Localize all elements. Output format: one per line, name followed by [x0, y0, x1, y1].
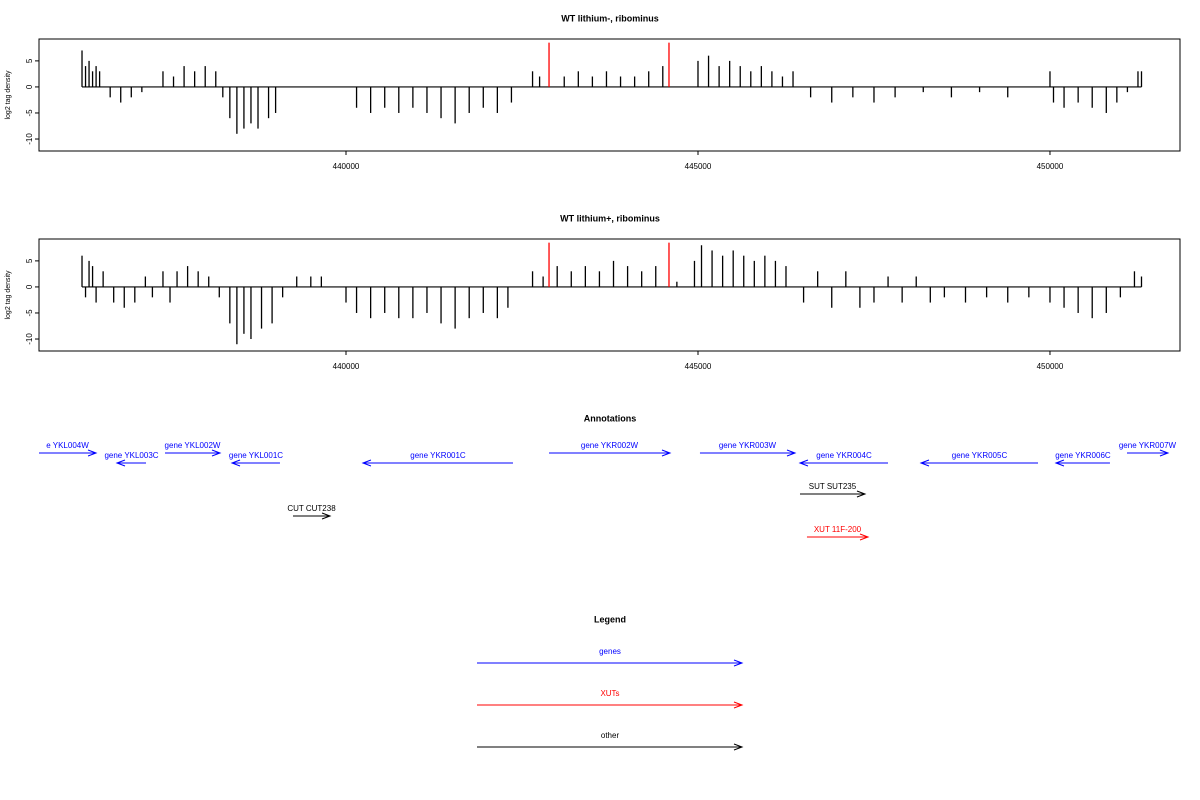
- feature-arrow-head: [661, 449, 672, 457]
- y-tick-label: 5: [25, 258, 34, 263]
- feature-label: gene YKR001C: [410, 451, 466, 460]
- legend-title: Legend: [594, 614, 626, 624]
- feature-arrow-head: [87, 449, 98, 457]
- legend-label: other: [601, 731, 620, 740]
- legend-arrow-head: [733, 743, 744, 751]
- annotations-title: Annotations: [584, 413, 637, 423]
- feature-label: gene YKL001C: [229, 451, 283, 460]
- feature-arrow-head: [859, 533, 870, 541]
- feature-label: gene YKR002W: [581, 441, 639, 450]
- y-tick-label: -5: [25, 109, 34, 117]
- chart-title: WT lithium+, ribominus: [560, 213, 660, 223]
- feature-label: gene YKR005C: [952, 451, 1008, 460]
- feature-label: e YKL004W: [46, 441, 89, 450]
- feature-label: gene YKL002W: [165, 441, 221, 450]
- feature-label: gene YKL003C: [104, 451, 158, 460]
- x-tick-label: 450000: [1037, 362, 1064, 371]
- feature-arrow-head: [856, 490, 867, 498]
- y-tick-label: -10: [25, 333, 34, 345]
- legend-arrow-head: [733, 659, 744, 667]
- legend-label: XUTs: [600, 689, 619, 698]
- plot-frame: [38, 238, 1181, 352]
- y-axis-label: log2 tag density: [5, 70, 12, 120]
- x-tick-label: 445000: [685, 162, 712, 171]
- feature-label: CUT CUT238: [287, 504, 336, 513]
- y-tick-label: -10: [25, 133, 34, 145]
- y-tick-label: 5: [25, 58, 34, 63]
- feature-arrow-head: [361, 459, 372, 467]
- feature-label: gene YKR006C: [1055, 451, 1111, 460]
- feature-label: gene YKR007W: [1119, 441, 1177, 450]
- y-tick-label: 0: [25, 284, 34, 289]
- feature-label: gene YKR003W: [719, 441, 777, 450]
- legend-label: genes: [599, 647, 621, 656]
- feature-arrow-head: [211, 449, 222, 457]
- x-tick-label: 440000: [333, 162, 360, 171]
- feature-label: SUT SUT235: [809, 482, 857, 491]
- feature-arrow-head: [321, 512, 332, 520]
- y-tick-label: -5: [25, 309, 34, 317]
- annotation-track: e YKL004W gene YKL003C gene YKL002W gene YK…: [39, 441, 1177, 541]
- feature-arrow-head: [919, 459, 930, 467]
- x-tick-label: 440000: [333, 362, 360, 371]
- feature-arrow-head: [230, 459, 241, 467]
- plot-frame: [38, 38, 1181, 152]
- feature-arrow-head: [1159, 449, 1170, 457]
- x-tick-label: 445000: [685, 362, 712, 371]
- feature-arrow-head: [798, 459, 809, 467]
- feature-label: gene YKR004C: [816, 451, 872, 460]
- feature-arrow-head: [1054, 459, 1065, 467]
- feature-label: XUT 11F-200: [814, 525, 862, 534]
- x-tick-label: 450000: [1037, 162, 1064, 171]
- feature-arrow-head: [786, 449, 797, 457]
- legend-arrow-head: [733, 701, 744, 709]
- y-axis-label: log2 tag density: [5, 270, 12, 320]
- chart-title: WT lithium-, ribominus: [561, 13, 659, 23]
- feature-arrow-head: [115, 459, 126, 467]
- y-tick-label: 0: [25, 84, 34, 89]
